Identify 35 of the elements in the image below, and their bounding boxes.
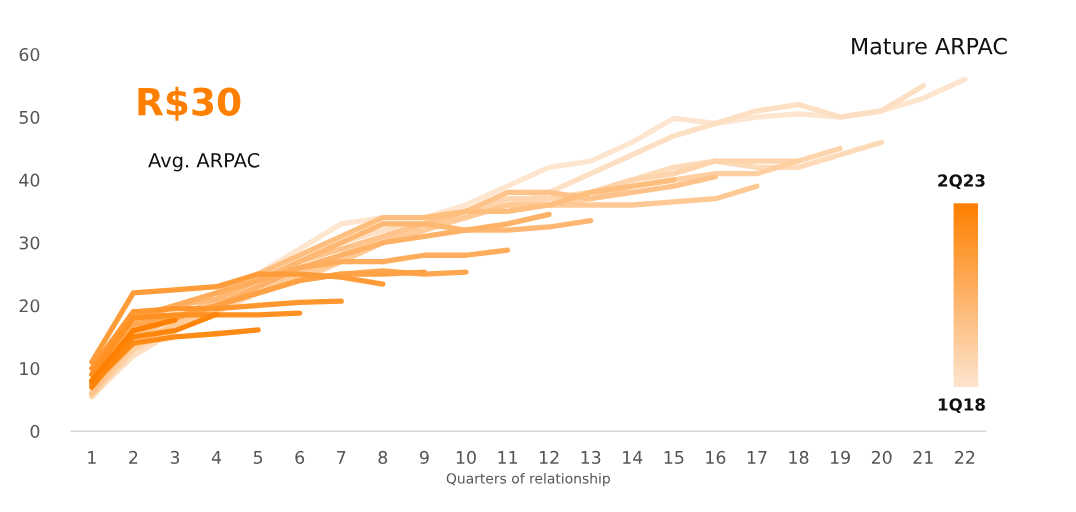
x-tick-label: 3 <box>170 450 180 464</box>
x-tick-label: 9 <box>419 450 429 464</box>
x-axis-title: Quarters of relationship <box>446 472 610 487</box>
x-tick-label: 1 <box>88 451 96 464</box>
x-tick-label: 17 <box>747 451 767 464</box>
x-tick-label: 19 <box>830 450 850 464</box>
x-tick-label: 13 <box>581 450 601 464</box>
x-tick-label: 21 <box>913 450 933 464</box>
x-tick-label: 14 <box>623 451 643 464</box>
x-tick-label: 16 <box>706 450 726 464</box>
x-tick-label: 12 <box>539 450 559 464</box>
y-tick-label: 50 <box>19 110 40 124</box>
x-tick-label: 15 <box>664 451 684 464</box>
x-tick-label: 2 <box>129 450 138 464</box>
x-tick-label: 7 <box>337 451 346 464</box>
x-tick-label: 6 <box>295 450 305 464</box>
x-tick-label: 8 <box>378 450 388 464</box>
annotation: R$30 <box>138 86 241 121</box>
x-tick-label: 20 <box>871 450 892 464</box>
x-tick-label: 11 <box>498 451 517 464</box>
annotation: Avg. ARPAC <box>148 152 260 172</box>
x-tick-label: 4 <box>211 451 222 464</box>
x-tick-label: 22 <box>955 450 975 464</box>
annotation: 2Q23 <box>938 174 985 190</box>
y-tick-label: 30 <box>19 236 40 250</box>
x-tick-label: 18 <box>789 450 809 464</box>
y-tick-label: 0 <box>30 424 40 438</box>
y-tick-label: 10 <box>20 362 40 376</box>
text: Mature ARPAC <box>852 37 1007 55</box>
y-tick-label: 40 <box>19 173 40 187</box>
x-tick-label: 10 <box>456 450 476 464</box>
x-tick-label: 5 <box>253 451 263 464</box>
y-tick-label: 20 <box>19 299 40 313</box>
annotation: 1Q18 <box>938 398 985 414</box>
y-tick-label: 60 <box>19 47 40 62</box>
